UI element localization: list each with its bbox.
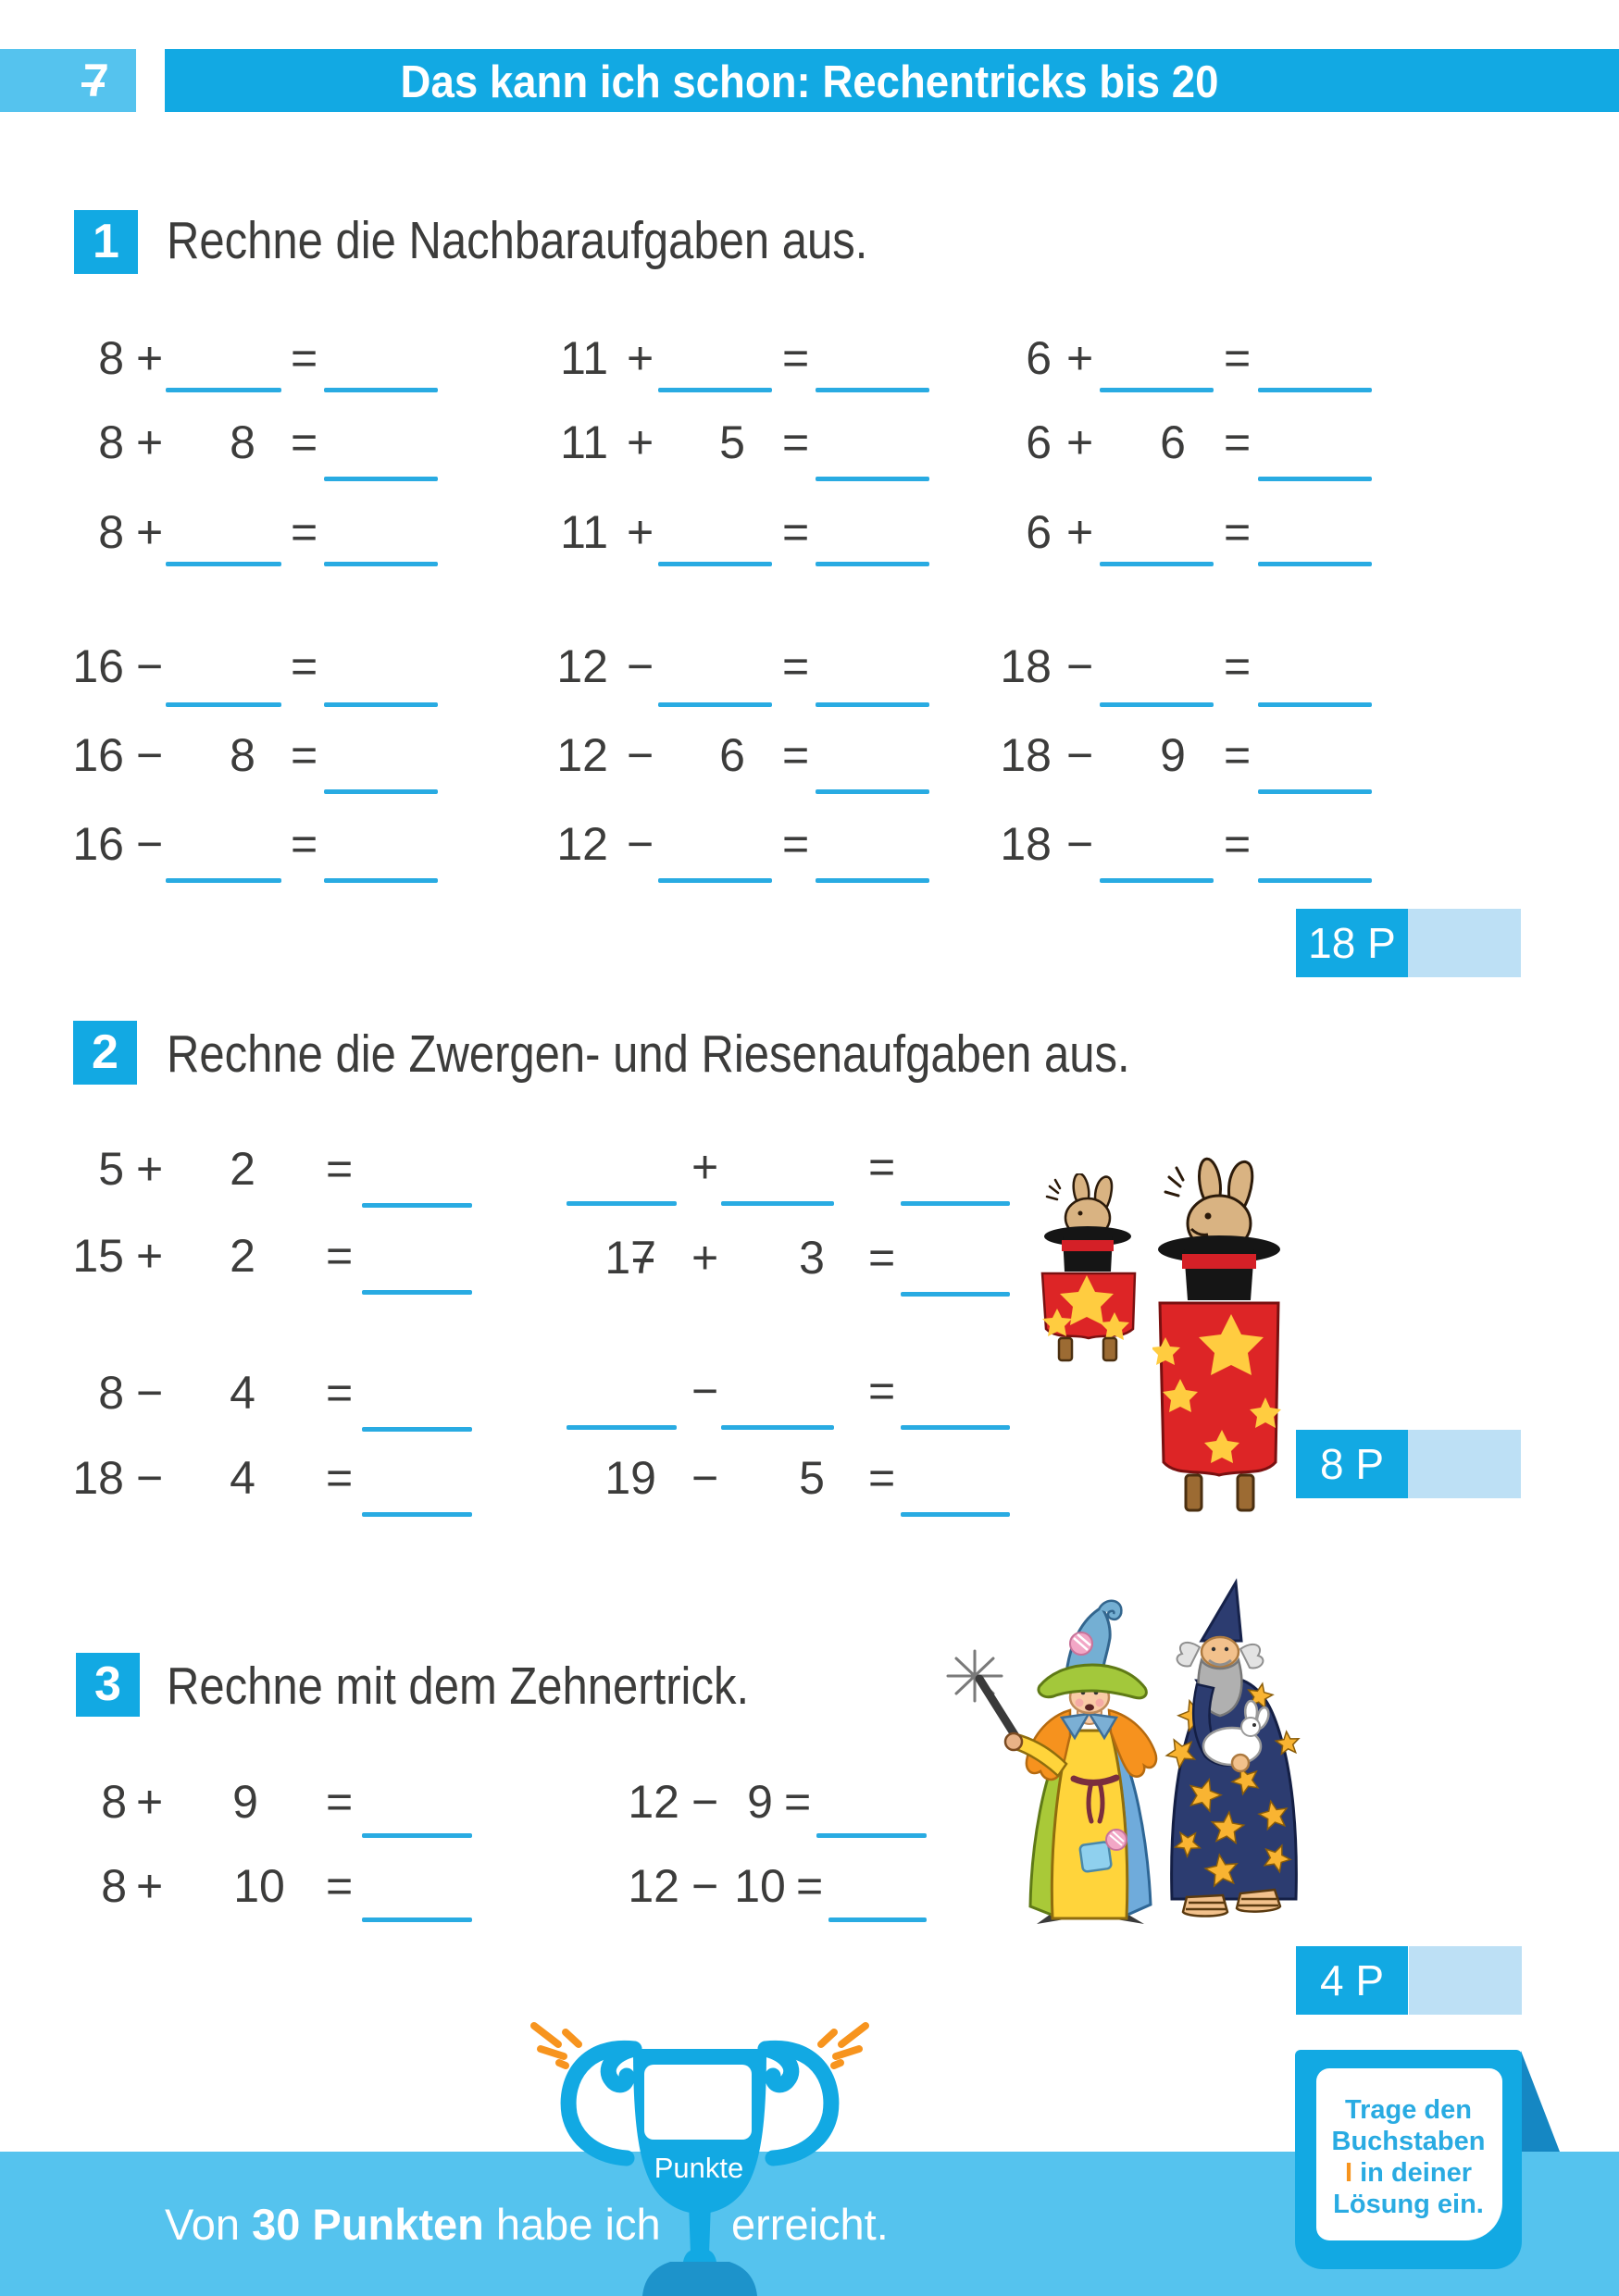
svg-text:Punkte: Punkte (654, 2152, 744, 2184)
